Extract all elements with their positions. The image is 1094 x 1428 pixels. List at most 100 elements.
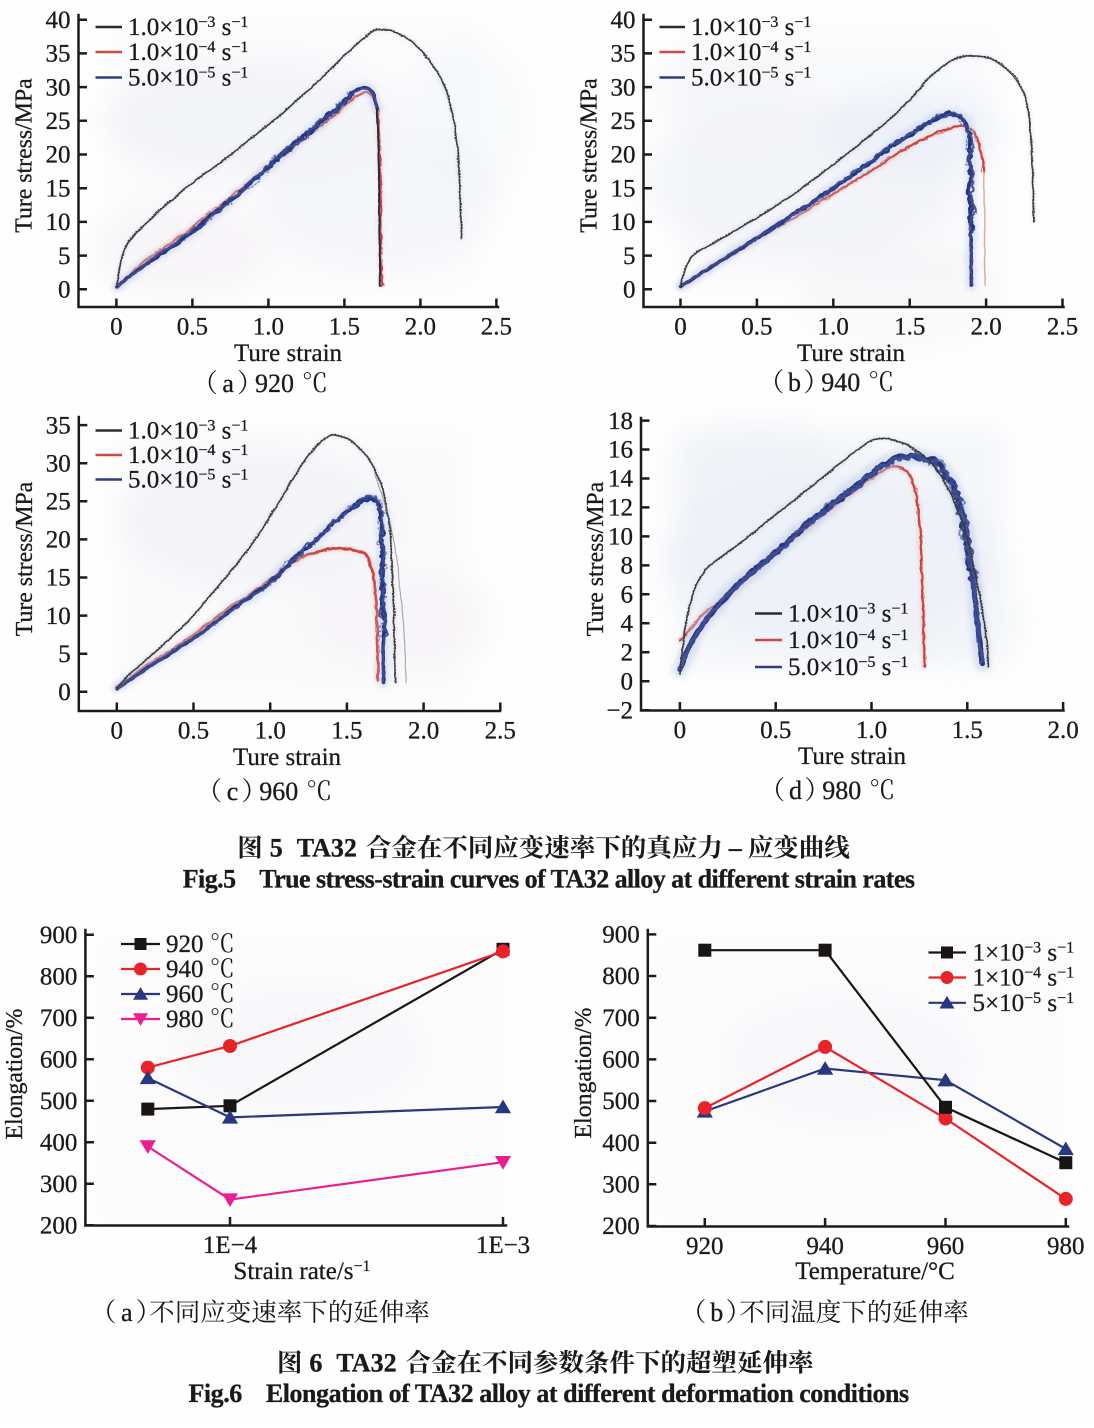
svg-text:5: 5 <box>623 243 636 270</box>
svg-text:Ture strain: Ture strain <box>797 340 906 367</box>
svg-text:1.0: 1.0 <box>255 718 286 745</box>
svg-text:0.5: 0.5 <box>178 718 209 745</box>
svg-text:18: 18 <box>608 408 633 435</box>
svg-text:14: 14 <box>608 466 634 493</box>
svg-text:30: 30 <box>611 74 636 101</box>
svg-text:0: 0 <box>58 679 71 706</box>
svg-text:920: 920 <box>255 369 294 398</box>
svg-text:0.5: 0.5 <box>177 314 208 341</box>
svg-text:920: 920 <box>686 1233 724 1260</box>
svg-text:5: 5 <box>58 243 71 270</box>
svg-text:40: 40 <box>46 7 71 34</box>
svg-text:1.0×10−3 s−1: 1.0×10−3 s−1 <box>691 14 811 41</box>
svg-text:–: – <box>728 834 743 863</box>
svg-text:900: 900 <box>602 922 640 949</box>
svg-text:a: a <box>121 1298 133 1327</box>
svg-text:1.0×10−4 s−1: 1.0×10−4 s−1 <box>128 39 248 66</box>
svg-text:35: 35 <box>46 41 71 68</box>
svg-text:600: 600 <box>40 1047 78 1074</box>
svg-text:TA32: TA32 <box>297 834 357 863</box>
svg-text:6: 6 <box>309 1349 322 1378</box>
svg-text:700: 700 <box>40 1005 78 1032</box>
svg-text:1E−4: 1E−4 <box>203 1232 258 1259</box>
svg-text:940: 940 <box>166 956 204 983</box>
svg-text:Strain rate/s−1: Strain rate/s−1 <box>233 1258 370 1285</box>
svg-text:200: 200 <box>40 1213 78 1240</box>
svg-text:1E−3: 1E−3 <box>476 1232 530 1259</box>
svg-text:c: c <box>227 777 239 806</box>
svg-text:300: 300 <box>602 1172 640 1199</box>
svg-text:900: 900 <box>40 922 78 949</box>
svg-text:0: 0 <box>110 314 123 341</box>
svg-text:6: 6 <box>621 582 634 609</box>
svg-text:25: 25 <box>46 489 71 516</box>
svg-text:−2: −2 <box>606 697 633 724</box>
svg-text:2.0: 2.0 <box>970 314 1001 341</box>
svg-text:Ture strain: Ture strain <box>233 744 342 771</box>
svg-text:b: b <box>710 1298 723 1327</box>
svg-text:0: 0 <box>621 668 634 695</box>
svg-text:500: 500 <box>40 1088 78 1115</box>
svg-text:940: 940 <box>806 1233 844 1260</box>
svg-text:35: 35 <box>46 412 71 439</box>
svg-text:Fig.5 True stress-strain cu: Fig.5 True stress-strain curves of TA32 … <box>183 865 915 894</box>
svg-text:15: 15 <box>611 175 636 202</box>
svg-text:1.5: 1.5 <box>331 718 362 745</box>
svg-text:400: 400 <box>602 1130 640 1157</box>
svg-text:1×10−3 s−1: 1×10−3 s−1 <box>973 940 1075 967</box>
svg-text:1.0×10−3 s−1: 1.0×10−3 s−1 <box>128 14 248 41</box>
svg-text:Ture stress/MPa: Ture stress/MPa <box>12 481 38 636</box>
svg-text:0: 0 <box>674 717 687 744</box>
svg-text:1.0×10−3 s−1: 1.0×10−3 s−1 <box>788 601 908 628</box>
svg-text:800: 800 <box>602 963 640 990</box>
svg-text:980: 980 <box>166 1006 204 1033</box>
svg-text:1.0: 1.0 <box>856 717 887 744</box>
svg-text:5.0×10−5 s−1: 5.0×10−5 s−1 <box>128 65 248 92</box>
svg-text:2.5: 2.5 <box>485 718 516 745</box>
svg-text:25: 25 <box>46 108 71 135</box>
svg-text:2: 2 <box>621 639 634 666</box>
svg-text:1.5: 1.5 <box>952 717 983 744</box>
svg-text:30: 30 <box>46 450 71 477</box>
svg-text:940: 940 <box>821 368 860 397</box>
svg-text:Elongation/%: Elongation/% <box>571 1007 597 1138</box>
svg-text:a: a <box>222 369 234 398</box>
svg-text:20: 20 <box>46 142 71 169</box>
svg-text:700: 700 <box>602 1005 640 1032</box>
svg-text:Ture stress/MPa: Ture stress/MPa <box>12 78 38 233</box>
svg-text:1.0: 1.0 <box>253 314 284 341</box>
svg-text:5.0×10−5 s−1: 5.0×10−5 s−1 <box>691 65 811 92</box>
svg-text:0: 0 <box>623 277 636 304</box>
svg-text:980: 980 <box>1047 1233 1085 1260</box>
svg-text:960: 960 <box>166 981 204 1008</box>
svg-text:15: 15 <box>46 175 71 202</box>
svg-text:30: 30 <box>46 74 71 101</box>
svg-text:5: 5 <box>270 834 283 863</box>
svg-text:2.5: 2.5 <box>481 314 512 341</box>
svg-text:10: 10 <box>611 209 636 236</box>
svg-text:0.5: 0.5 <box>760 717 791 744</box>
svg-text:960: 960 <box>259 777 298 806</box>
svg-text:Elongation/%: Elongation/% <box>2 1008 28 1139</box>
svg-text:Temperature/°C: Temperature/°C <box>795 1258 955 1285</box>
svg-text:4: 4 <box>621 611 634 638</box>
svg-text:Ture strain: Ture strain <box>798 743 907 770</box>
svg-text:8: 8 <box>621 553 634 580</box>
svg-text:1.0: 1.0 <box>818 314 849 341</box>
svg-text:600: 600 <box>602 1047 640 1074</box>
svg-text:960: 960 <box>927 1233 965 1260</box>
svg-text:0: 0 <box>58 277 71 304</box>
svg-text:2.0: 2.0 <box>408 718 439 745</box>
svg-text:10: 10 <box>46 603 71 630</box>
svg-text:40: 40 <box>611 7 636 34</box>
svg-text:300: 300 <box>40 1171 78 1198</box>
svg-text:20: 20 <box>611 142 636 169</box>
svg-text:5: 5 <box>58 641 71 668</box>
svg-text:2.0: 2.0 <box>1047 717 1078 744</box>
svg-text:10: 10 <box>608 524 633 551</box>
svg-text:Ture stress/MPa: Ture stress/MPa <box>583 481 609 636</box>
svg-text:d: d <box>789 776 802 805</box>
svg-text:16: 16 <box>608 437 633 464</box>
svg-text:b: b <box>788 368 801 397</box>
svg-text:15: 15 <box>46 565 71 592</box>
